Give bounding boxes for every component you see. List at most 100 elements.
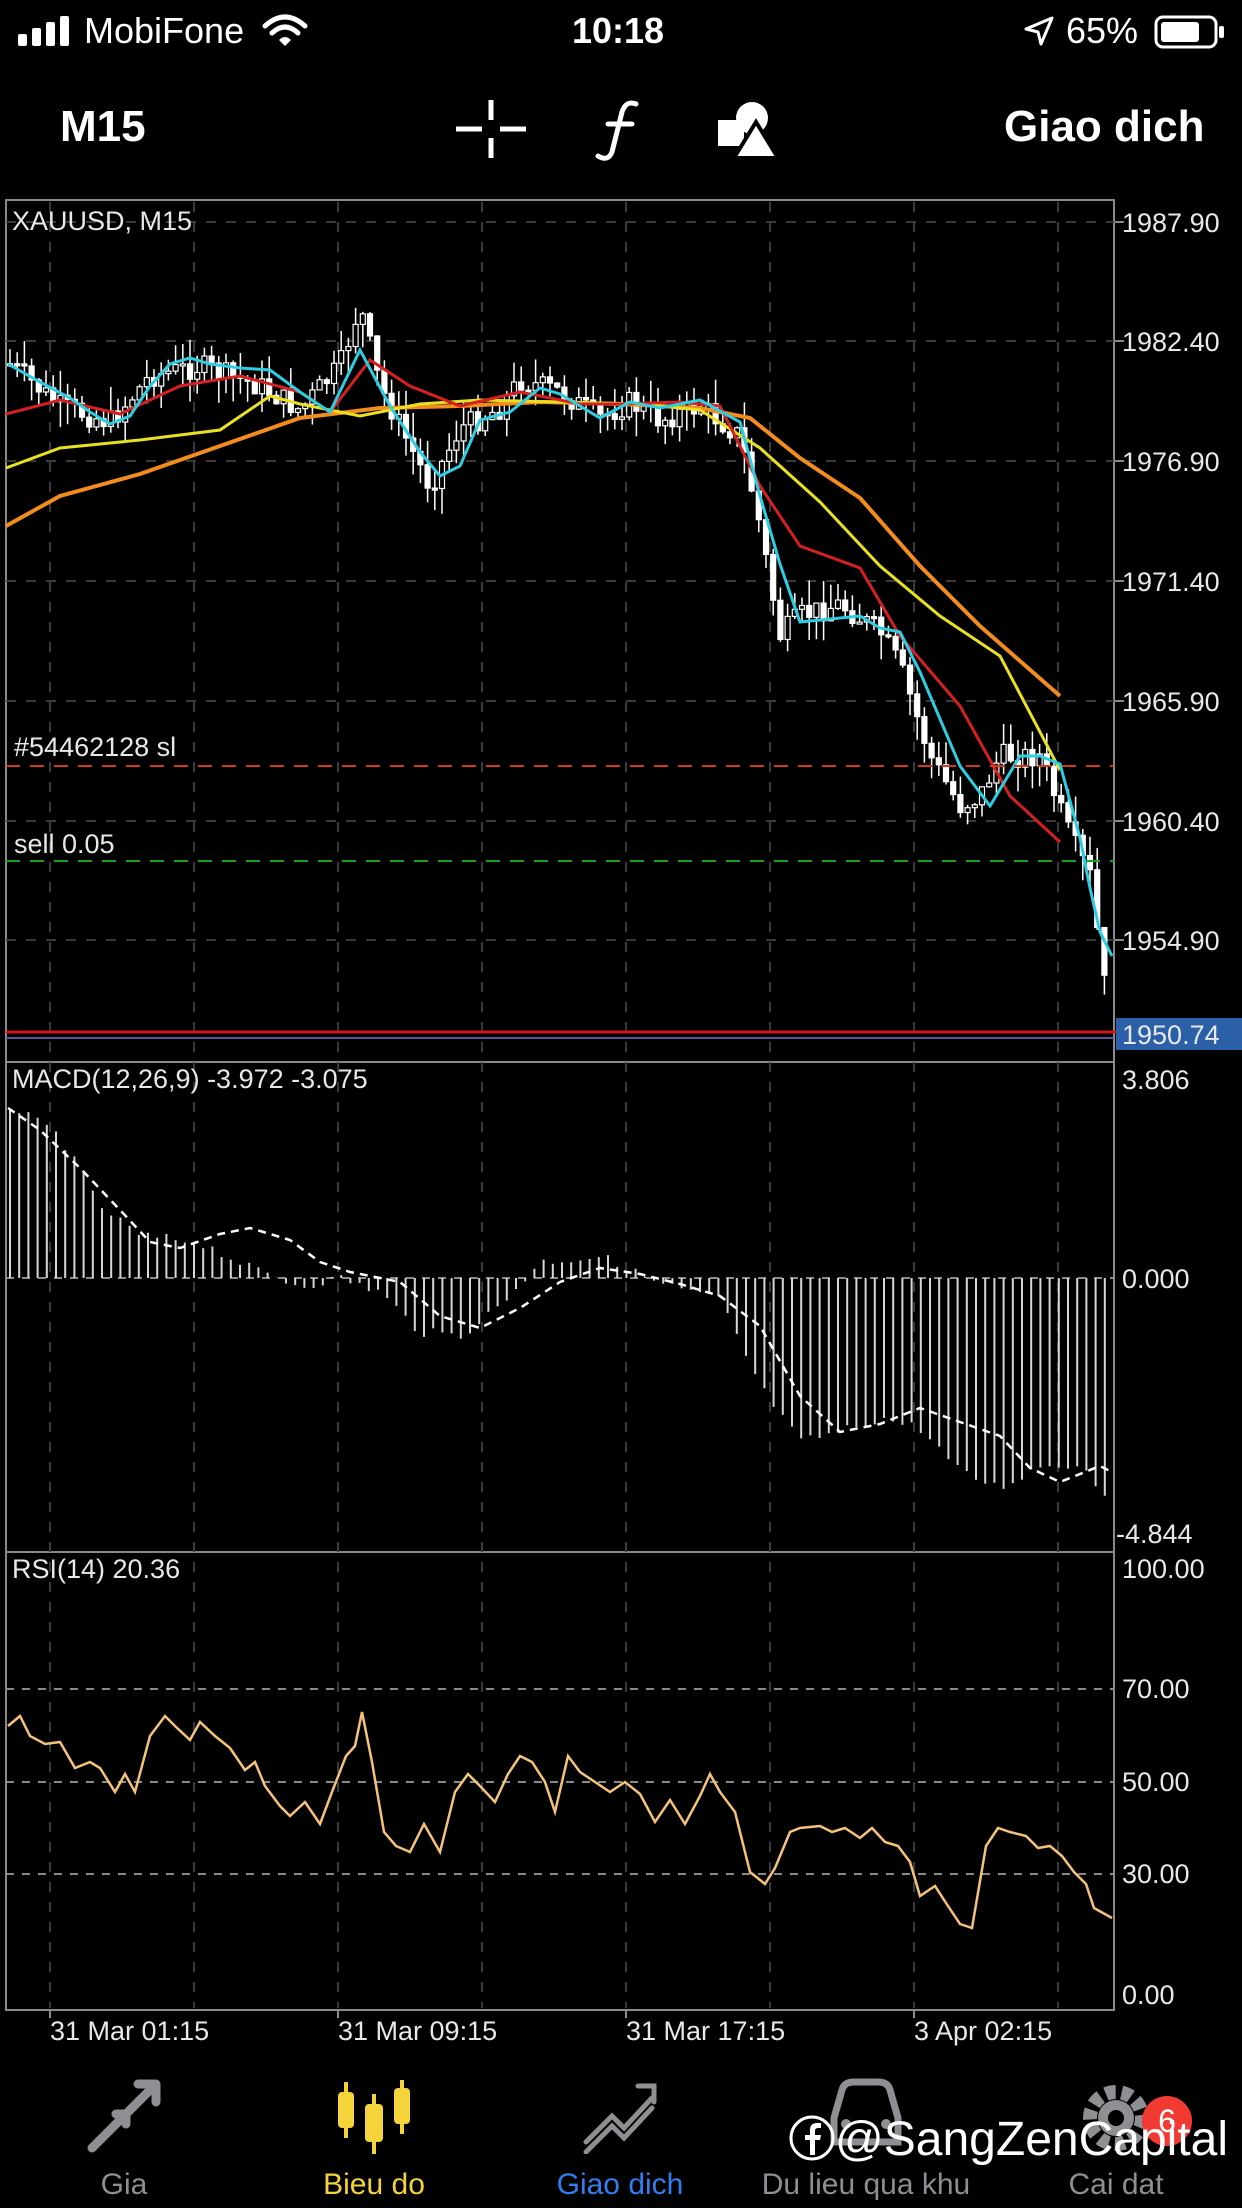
candle-body: [1086, 854, 1094, 871]
candle-body: [806, 604, 813, 618]
candle-body: [186, 363, 194, 380]
rsi-axis: 100.00 70.00 50.00 30.00 0.00: [1122, 1554, 1205, 2010]
candle-body: [669, 419, 676, 428]
candle-body: [1022, 748, 1029, 768]
price-tick: 1982.40: [1122, 327, 1220, 357]
macd-tick: -4.844: [1116, 1519, 1193, 1549]
candle-body: [1000, 743, 1007, 764]
candle-body: [942, 764, 950, 783]
candle-body: [798, 604, 806, 610]
candle-body: [424, 464, 431, 489]
candle-body: [950, 781, 957, 796]
price-tick: 1960.40: [1122, 807, 1220, 837]
candle-body: [1029, 748, 1036, 767]
candle-body: [611, 413, 618, 420]
tab-label: Cai dat: [1068, 2168, 1164, 2201]
ma-red: [5, 357, 1062, 844]
candle-body: [258, 378, 266, 395]
candle-body: [230, 362, 237, 377]
objects-icon[interactable]: [712, 94, 782, 164]
tab-history[interactable]: Du lieu qua khu: [746, 2048, 986, 2208]
bottom-tab-bar: Gia Bieu do Giao dich Du lieu qua khu: [0, 2048, 1242, 2208]
rsi-label: RSI(14) 20.36: [12, 1554, 180, 1584]
rsi-tick: 50.00: [1122, 1767, 1190, 1797]
sell-label: sell 0.05: [14, 829, 115, 859]
chart-toolbar: M15 Giao dich: [0, 64, 1242, 194]
candle-body: [122, 406, 129, 423]
vertical-grid: [49, 202, 1059, 2008]
candle-body: [294, 408, 302, 414]
candle-body: [42, 387, 50, 393]
candle-body: [784, 615, 791, 641]
symbol-label: XAUUSD, M15: [12, 206, 192, 236]
candle-body: [662, 419, 669, 427]
crosshair-icon[interactable]: [456, 94, 526, 164]
candle-body: [813, 602, 820, 618]
macd-tick: 3.806: [1122, 1065, 1190, 1095]
candle-body: [921, 716, 928, 744]
candle-body: [453, 440, 460, 451]
candle-body: [1101, 926, 1108, 976]
candle-body: [510, 381, 518, 397]
tab-quotes[interactable]: Gia: [44, 2048, 204, 2208]
macd-histogram: [9, 1109, 1106, 1496]
tab-trade[interactable]: Giao dich: [540, 2048, 700, 2208]
function-icon[interactable]: [586, 94, 656, 164]
timeframe-button[interactable]: M15: [60, 102, 146, 151]
candle-body: [518, 381, 525, 391]
candle-body: [345, 345, 352, 352]
candle-body: [352, 323, 359, 348]
current-price: 1950.74: [1122, 1020, 1220, 1050]
candle-body: [359, 313, 366, 326]
current-price-box: [1116, 1018, 1242, 1050]
candle-body: [1094, 869, 1101, 929]
rsi-tick: 30.00: [1122, 1859, 1190, 1889]
candle-body: [1007, 743, 1014, 762]
candle-body: [525, 389, 532, 393]
price-tick: 1971.40: [1122, 567, 1220, 597]
battery-icon: [1154, 15, 1224, 49]
candle-body: [143, 376, 150, 388]
candle-body: [1058, 794, 1065, 804]
wifi-icon: [262, 14, 308, 46]
candle-body: [21, 363, 28, 367]
price-grid: [6, 221, 1114, 941]
location-arrow-icon: [1024, 16, 1054, 46]
tab-label: Bieu do: [323, 2168, 425, 2201]
sl-label: #54462128 sl: [14, 732, 176, 762]
candle-body: [554, 382, 561, 388]
rsi-levels: [6, 1688, 1114, 1875]
watermark: @SangZenCapital: [789, 2112, 1228, 2167]
candle-body: [770, 553, 777, 601]
candle-body: [899, 649, 906, 666]
candle-body: [914, 693, 921, 718]
macd-axis: 3.806 0.000 -4.844: [1116, 1065, 1193, 1549]
time-tick: 31 Mar 01:15: [50, 2016, 209, 2046]
watermark-text: @SangZenCapital: [835, 2113, 1228, 2166]
history-icon: [830, 2078, 902, 2146]
tab-label: Giao dich: [556, 2168, 684, 2201]
candle-body: [957, 793, 964, 814]
candle-body: [1065, 802, 1072, 823]
price-tick: 1965.90: [1122, 687, 1220, 717]
chart-area[interactable]: #54462128 sl sell 0.05 XAUUSD, M15 1987.…: [0, 196, 1242, 2048]
candle-body: [827, 607, 834, 622]
candle-body: [179, 363, 186, 367]
tab-label: Du lieu qua khu: [761, 2168, 971, 2201]
candle-body: [14, 363, 21, 367]
candle-body: [431, 487, 438, 491]
rsi-tick: 0.00: [1122, 1980, 1175, 2010]
candle-body: [86, 416, 93, 428]
trade-button[interactable]: Giao dich: [1004, 102, 1205, 151]
candle-body: [892, 635, 899, 651]
candle-body: [467, 411, 474, 426]
time-tick: 3 Apr 02:15: [914, 2016, 1052, 2046]
candle-body: [446, 449, 453, 462]
ma-cyan: [7, 346, 1114, 957]
tab-chart[interactable]: Bieu do: [294, 2048, 454, 2208]
candle-body: [906, 664, 914, 695]
quotes-icon: [87, 2079, 161, 2153]
candle-body: [215, 362, 222, 379]
candle-body: [986, 782, 993, 788]
macd-tick: 0.000: [1122, 1264, 1190, 1294]
